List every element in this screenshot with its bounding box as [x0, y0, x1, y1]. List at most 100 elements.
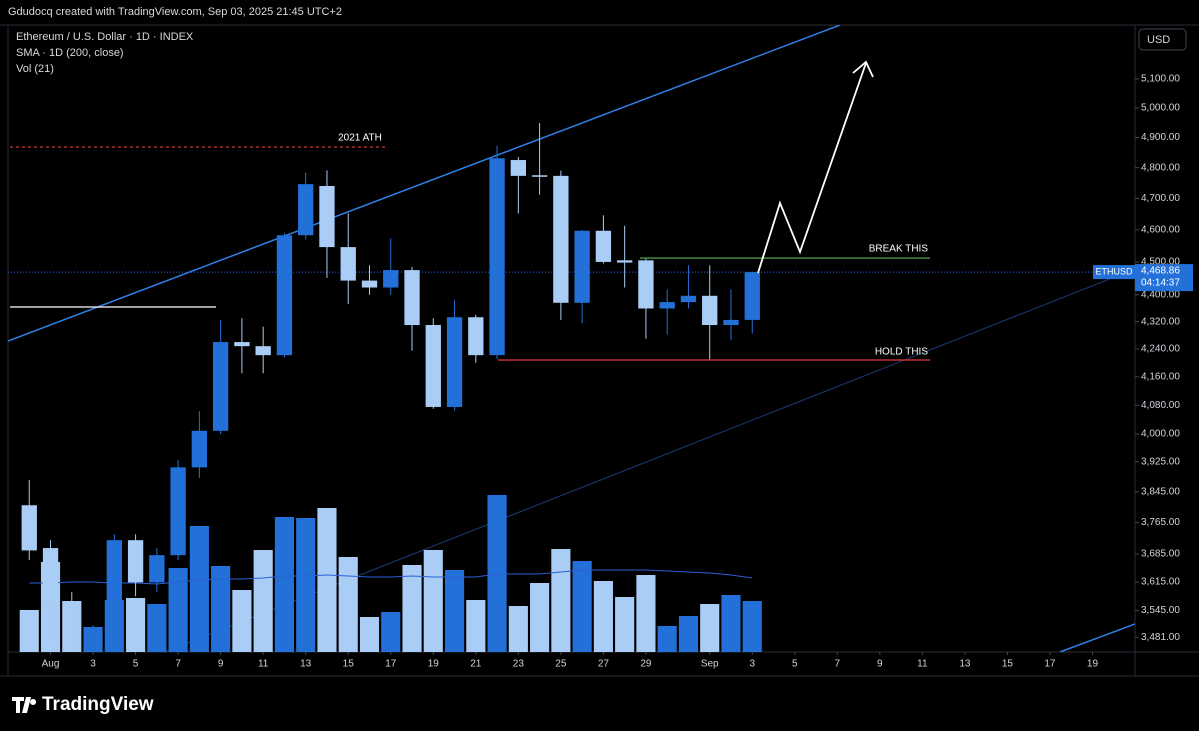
candle-body	[64, 604, 80, 652]
plot-area	[8, 25, 1135, 652]
volume-bar	[317, 508, 337, 652]
candle-body	[574, 230, 590, 303]
credit: Gdudocq created with TradingView.com, Se…	[8, 6, 342, 18]
x-tick-label: 27	[598, 659, 610, 670]
countdown-label: 04:14:37	[1141, 278, 1180, 289]
level-label: 2021 ATH	[338, 133, 382, 144]
indicator: SMA · 1D (200, close)	[16, 47, 124, 59]
candle-body	[255, 346, 271, 356]
candle-body	[659, 302, 675, 309]
volume-bar	[678, 616, 699, 652]
volume-bar	[359, 617, 380, 652]
x-tick-label: 7	[175, 659, 181, 670]
y-tick-label: 3,845.00	[1141, 487, 1180, 498]
candle-body	[340, 247, 356, 281]
y-tick-label: 3,925.00	[1141, 456, 1180, 467]
candle-body	[170, 467, 186, 556]
candle-body	[553, 175, 569, 303]
x-tick-label: 3	[749, 659, 755, 670]
candle-body	[361, 280, 378, 288]
x-tick-label: 17	[385, 659, 397, 670]
y-tick-label: 4,080.00	[1141, 400, 1180, 411]
y-tick-label: 3,481.00	[1141, 632, 1180, 643]
candle-body	[191, 430, 208, 468]
candle-body	[106, 540, 122, 632]
x-tick-label: 25	[555, 659, 567, 670]
level-label: BREAK THIS	[869, 244, 929, 255]
x-tick-label: 29	[640, 659, 652, 670]
candle-body	[127, 540, 144, 583]
x-tick-label: 13	[959, 659, 971, 670]
y-tick-label: 4,900.00	[1141, 132, 1180, 143]
candle-body	[85, 631, 101, 652]
candle-body	[149, 555, 165, 583]
x-tick-label: Sep	[701, 659, 719, 670]
volume-bar	[423, 550, 443, 652]
y-tick-label: 4,320.00	[1141, 316, 1180, 327]
x-tick-label: 11	[917, 659, 928, 670]
candle-body	[319, 186, 335, 248]
candle-body	[404, 270, 420, 326]
volume-bar	[636, 575, 656, 652]
x-tick-label: 15	[1002, 659, 1014, 670]
x-tick-label: 5	[133, 659, 139, 670]
candle-body	[595, 230, 612, 262]
candle-body	[617, 260, 633, 263]
x-tick-label: 17	[1044, 659, 1056, 670]
symbol-tag	[1093, 265, 1135, 280]
currency[interactable]: USD	[1147, 34, 1170, 46]
volume-bar	[572, 561, 592, 652]
volume-bar	[615, 597, 635, 652]
volume-bar	[742, 601, 762, 652]
volume-bar	[402, 565, 422, 652]
symbol-label: ETHUSD	[1095, 266, 1133, 276]
x-tick-label: 13	[300, 659, 312, 670]
y-tick-label: 4,400.00	[1141, 289, 1180, 300]
logo: TradingView	[12, 694, 154, 715]
volume-bar	[232, 590, 252, 652]
volume-bar	[721, 595, 741, 652]
x-tick-label: 23	[513, 659, 525, 670]
candle-body	[42, 548, 59, 605]
y-tick-label: 4,160.00	[1141, 371, 1180, 382]
x-tick-label: 15	[343, 659, 355, 670]
x-tick-label: 11	[258, 659, 269, 670]
volume-bar	[253, 550, 273, 652]
x-tick-label: 9	[877, 659, 883, 670]
volume-bar	[338, 557, 358, 652]
x-tick-label: 3	[90, 659, 96, 670]
y-tick-label: 4,600.00	[1141, 224, 1180, 235]
x-tick-label: Aug	[42, 659, 60, 670]
trend-line	[1059, 623, 1135, 652]
indicator: Vol (21)	[16, 63, 54, 75]
volume-bar	[657, 626, 677, 652]
level-label: HOLD THIS	[875, 347, 928, 358]
candle-body	[702, 295, 718, 326]
volume-bar	[508, 606, 528, 652]
volume-bar	[700, 604, 720, 652]
candle-body	[425, 325, 441, 407]
candle-body	[510, 160, 526, 176]
x-tick-label: 21	[470, 659, 482, 670]
volume-bar	[551, 549, 571, 652]
arrow-head	[852, 60, 874, 78]
candle-body	[298, 184, 314, 236]
volume-bar	[444, 570, 465, 652]
volume-bar	[19, 610, 39, 652]
volume-bar	[296, 518, 316, 652]
candle-body	[21, 505, 37, 551]
y-tick-label: 4,800.00	[1141, 162, 1180, 173]
x-tick-label: 19	[1087, 659, 1099, 670]
price-tag	[1135, 264, 1193, 292]
logo-mark	[12, 697, 37, 713]
candle-body	[531, 175, 548, 177]
currency-button[interactable]	[1138, 28, 1187, 51]
y-tick-label: 4,500.00	[1141, 257, 1180, 268]
x-tick-label: 19	[428, 659, 440, 670]
trend-line	[8, 25, 841, 342]
y-tick-label: 5,100.00	[1141, 74, 1180, 85]
volume-bar	[147, 604, 167, 652]
y-tick-label: 3,685.00	[1141, 549, 1180, 560]
candle-body	[638, 260, 654, 309]
x-tick-label: 5	[792, 659, 798, 670]
